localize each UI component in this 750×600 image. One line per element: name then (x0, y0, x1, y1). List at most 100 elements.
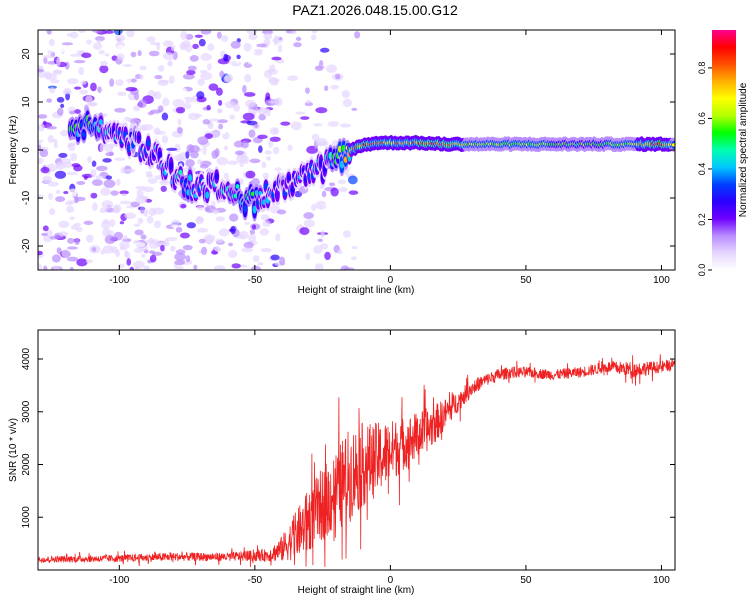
heatmap-ridge-core (146, 139, 151, 147)
heatmap-speckle (242, 112, 255, 121)
heatmap-speckle (189, 54, 199, 62)
heatmap-speckle (119, 221, 125, 225)
colorbar-tick-label: 0.6 (697, 112, 707, 125)
heatmap-speckle (115, 34, 126, 42)
heatmap-ridge-core (214, 173, 219, 180)
heatmap-speckle (315, 107, 328, 114)
heatmap-speckle (42, 175, 53, 184)
colorbar-bar (712, 30, 736, 270)
heatmap-speckle (321, 190, 327, 198)
heatmap-speckle (143, 249, 149, 254)
heatmap-speckle (109, 218, 116, 227)
heatmap-speckle (152, 239, 159, 244)
heatmap-speckle (243, 155, 250, 165)
heatmap-speckle (187, 65, 197, 71)
heatmap-speckle (137, 217, 144, 224)
heatmap-speckle (258, 145, 263, 153)
heatmap-speckle (252, 84, 261, 91)
heatmap-speckle (269, 127, 280, 136)
heatmap-speckle (49, 235, 58, 240)
heatmap-speckle (115, 79, 124, 86)
heatmap-speckle (216, 156, 229, 166)
heatmap-speckle (55, 189, 61, 195)
heatmap-speckle (295, 111, 306, 115)
heatmap-speckle (124, 212, 136, 219)
heatmap-speckle (257, 262, 264, 266)
spectrogram-xtick-label: 100 (653, 275, 670, 286)
heatmap-speckle (38, 123, 45, 132)
heatmap-speckle (41, 232, 48, 237)
heatmap-speckle (133, 223, 141, 227)
heatmap-speckle (76, 258, 88, 267)
heatmap-speckle (116, 53, 125, 60)
colorbar: 0.0 0.2 0.4 0.6 0.8 Normalized spectral ampl… (697, 30, 749, 276)
colorbar-label: Normalized spectral amplitude (738, 82, 749, 217)
heatmap-speckle (139, 74, 144, 80)
heatmap-speckle (126, 78, 133, 83)
heatmap-speckle (113, 204, 122, 213)
heatmap-speckle (160, 185, 167, 193)
heatmap-speckle (67, 237, 75, 244)
heatmap-speckle (193, 264, 198, 270)
heatmap-speckle (57, 107, 64, 116)
heatmap-speckle (92, 202, 98, 212)
heatmap-speckle (87, 156, 92, 164)
heatmap-speckle (215, 238, 224, 243)
heatmap-speckle (58, 152, 68, 158)
spectrogram-heatmap (38, 30, 675, 270)
heatmap-speckle (218, 228, 230, 237)
heatmap-speckle (100, 60, 108, 67)
heatmap-speckle (215, 87, 223, 96)
heatmap-speckle (351, 107, 358, 111)
heatmap-speckle (261, 214, 270, 221)
heatmap-speckle (167, 61, 172, 66)
heatmap-speckle (149, 254, 157, 263)
snr-xtick-label: 0 (388, 575, 394, 586)
heatmap-speckle (148, 250, 156, 254)
heatmap-speckle (223, 53, 229, 62)
heatmap-speckle (66, 256, 79, 262)
heatmap-speckle (156, 42, 161, 51)
snr-series-line (38, 354, 675, 568)
heatmap-speckle (57, 46, 65, 53)
heatmap-speckle (129, 266, 135, 270)
colorbar-tick-label: 0.2 (697, 213, 707, 226)
heatmap-speckle (262, 220, 271, 228)
heatmap-speckle (162, 97, 170, 107)
heatmap-speckle (295, 36, 302, 42)
heatmap-speckle (99, 207, 108, 214)
heatmap-speckle (74, 237, 80, 246)
heatmap-speckle (243, 241, 254, 249)
heatmap-speckle (60, 157, 72, 165)
heatmap-speckle (172, 51, 178, 60)
heatmap-speckle (49, 87, 56, 94)
heatmap-speckle (342, 98, 352, 108)
heatmap-speckle (244, 221, 250, 226)
heatmap-speckle (265, 108, 271, 117)
heatmap-speckle (65, 92, 71, 101)
heatmap-speckle (176, 87, 188, 95)
heatmap-speckle (104, 143, 114, 153)
heatmap-speckle (135, 195, 148, 204)
heatmap-speckle (157, 79, 169, 87)
heatmap-speckle (52, 69, 63, 74)
heatmap-speckle (83, 175, 88, 180)
heatmap-speckle (53, 142, 58, 149)
heatmap-speckle (90, 169, 97, 178)
spectrogram-ytick-label: -10 (21, 190, 32, 205)
heatmap-speckle (96, 39, 102, 44)
heatmap-speckle (113, 231, 124, 241)
heatmap-speckle (56, 247, 62, 255)
heatmap-speckle (244, 99, 256, 108)
heatmap-speckle (38, 114, 48, 119)
heatmap-speckle (134, 229, 144, 236)
heatmap-speckle (266, 156, 271, 161)
heatmap-ridge-core (98, 119, 103, 125)
heatmap-speckle (213, 265, 226, 270)
heatmap-ridge-core (188, 174, 193, 182)
heatmap-speckle (194, 34, 203, 38)
heatmap-speckle (303, 212, 314, 219)
heatmap-speckle (327, 121, 340, 127)
heatmap-speckle (229, 114, 236, 120)
